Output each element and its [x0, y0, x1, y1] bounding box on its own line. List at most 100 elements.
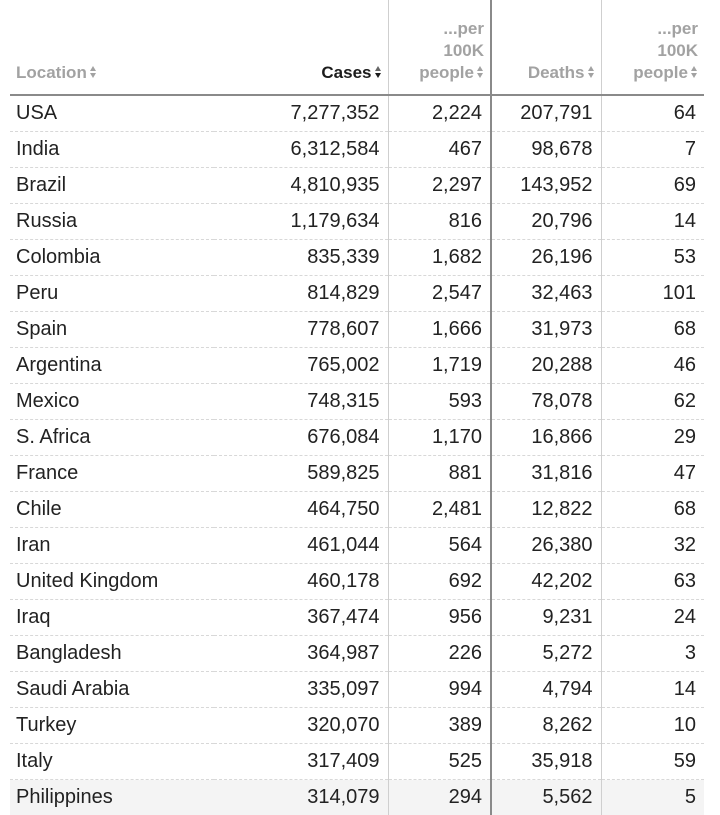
cell-deaths-per-100k: 46 [600, 347, 704, 384]
table-row: Chile 464,750 2,481 12,822 68 [10, 491, 704, 528]
column-header-deaths[interactable]: Deaths [490, 0, 601, 95]
cell-location: United Kingdom [10, 563, 214, 600]
cell-cases-per-100k: 2,224 [387, 95, 491, 132]
cell-deaths: 31,816 [490, 455, 601, 492]
cell-deaths: 207,791 [490, 95, 601, 132]
table-row: S. Africa 676,084 1,170 16,866 29 [10, 419, 704, 456]
cell-deaths: 32,463 [490, 275, 601, 312]
cell-cases: 6,312,584 [214, 131, 388, 168]
cell-location: France [10, 455, 214, 492]
cell-deaths: 78,078 [490, 383, 601, 420]
cell-deaths-per-100k: 101 [600, 275, 704, 312]
cell-cases-per-100k: 294 [387, 779, 491, 815]
cell-deaths: 20,288 [490, 347, 601, 384]
cell-deaths-per-100k: 59 [600, 743, 704, 780]
cell-location: Brazil [10, 167, 214, 204]
cell-location: Italy [10, 743, 214, 780]
table-row: Brazil 4,810,935 2,297 143,952 69 [10, 167, 704, 204]
cell-cases: 460,178 [214, 563, 388, 600]
cell-cases-per-100k: 525 [387, 743, 491, 780]
cell-cases: 676,084 [214, 419, 388, 456]
cell-cases: 1,179,634 [214, 203, 388, 240]
cell-deaths: 26,196 [490, 239, 601, 276]
cell-cases: 317,409 [214, 743, 388, 780]
cell-location: Argentina [10, 347, 214, 384]
table-row: Mexico 748,315 593 78,078 62 [10, 383, 704, 420]
cell-cases: 335,097 [214, 671, 388, 708]
cell-location: Colombia [10, 239, 214, 276]
cell-deaths-per-100k: 14 [600, 203, 704, 240]
cell-deaths: 8,262 [490, 707, 601, 744]
cell-cases-per-100k: 692 [387, 563, 491, 600]
table-row: Saudi Arabia 335,097 994 4,794 14 [10, 671, 704, 708]
cell-location: Philippines [16, 786, 113, 808]
cell-deaths: 26,380 [490, 527, 601, 564]
cell-cases-per-100k: 389 [387, 707, 491, 744]
cell-deaths-per-100k: 29 [600, 419, 704, 456]
cell-deaths-per-100k: 69 [600, 167, 704, 204]
cell-deaths-per-100k: 68 [600, 311, 704, 348]
cases-table: Location Cases ...per 100K people Deaths .… [10, 0, 704, 815]
cell-cases-per-100k: 994 [387, 671, 491, 708]
table-row: Argentina 765,002 1,719 20,288 46 [10, 347, 704, 384]
cell-deaths-per-100k: 62 [600, 383, 704, 420]
cell-location: Turkey [10, 707, 214, 744]
cell-cases-per-100k: 593 [387, 383, 491, 420]
cell-cases-per-100k: 1,682 [387, 239, 491, 276]
cell-deaths: 35,918 [490, 743, 601, 780]
cell-deaths: 5,562 [490, 779, 601, 815]
cell-location: S. Africa [10, 419, 214, 456]
cell-location: Saudi Arabia [10, 671, 214, 708]
column-header-label: Location [16, 63, 87, 82]
column-header-cases-per-100k[interactable]: ...per 100K people [387, 0, 491, 95]
sort-arrows-icon [89, 65, 97, 79]
column-header-deaths-per-100k[interactable]: ...per 100K people [600, 0, 704, 95]
cell-deaths-per-100k: 63 [600, 563, 704, 600]
cell-deaths: 9,231 [490, 599, 601, 636]
cell-cases: 748,315 [214, 383, 388, 420]
cell-cases: 320,070 [214, 707, 388, 744]
column-header-label: Cases [321, 63, 372, 82]
table-row: United Kingdom 460,178 692 42,202 63 [10, 563, 704, 600]
cell-cases-per-100k: 956 [387, 599, 491, 636]
cell-deaths: 4,794 [490, 671, 601, 708]
cell-cases-per-100k: 1,170 [387, 419, 491, 456]
cell-deaths: 31,973 [490, 311, 601, 348]
table-row: Spain 778,607 1,666 31,973 68 [10, 311, 704, 348]
cell-deaths-per-100k: 3 [600, 635, 704, 672]
table-row: Russia 1,179,634 816 20,796 14 [10, 203, 704, 240]
sort-arrows-icon [587, 65, 595, 79]
cell-cases: 461,044 [214, 527, 388, 564]
cell-cases-per-100k: 564 [387, 527, 491, 564]
table-row: Colombia 835,339 1,682 26,196 53 [10, 239, 704, 276]
table-row: Iraq 367,474 956 9,231 24 [10, 599, 704, 636]
table-row: Turkey 320,070 389 8,262 10 [10, 707, 704, 744]
cell-deaths-per-100k: 53 [600, 239, 704, 276]
cell-deaths-per-100k: 7 [600, 131, 704, 168]
cell-cases: 778,607 [214, 311, 388, 348]
sort-arrows-icon [374, 65, 382, 79]
cell-deaths: 16,866 [490, 419, 601, 456]
cell-location: Iraq [10, 599, 214, 636]
cell-cases: 589,825 [214, 455, 388, 492]
column-header-cases[interactable]: Cases [214, 0, 388, 95]
cell-cases: 7,277,352 [214, 95, 388, 132]
sort-arrows-icon [477, 65, 484, 79]
cell-deaths-per-100k: 10 [600, 707, 704, 744]
cell-deaths: 143,952 [490, 167, 601, 204]
table-row: Iran 461,044 564 26,380 32 [10, 527, 704, 564]
header-row: Location Cases ...per 100K people Deaths .… [10, 0, 704, 95]
cell-cases: 765,002 [214, 347, 388, 384]
cell-deaths-per-100k: 14 [600, 671, 704, 708]
table-row: Bangladesh 364,987 226 5,272 3 [10, 635, 704, 672]
cell-cases: 464,750 [214, 491, 388, 528]
cell-location: India [10, 131, 214, 168]
table-row: India 6,312,584 467 98,678 7 [10, 131, 704, 168]
column-header-location[interactable]: Location [10, 0, 214, 95]
column-header-label: ...per 100K people [419, 19, 484, 82]
cell-cases: 314,079 [307, 786, 380, 808]
cell-cases-per-100k: 2,297 [387, 167, 491, 204]
cell-cases: 4,810,935 [214, 167, 388, 204]
cell-deaths-per-100k: 47 [600, 455, 704, 492]
